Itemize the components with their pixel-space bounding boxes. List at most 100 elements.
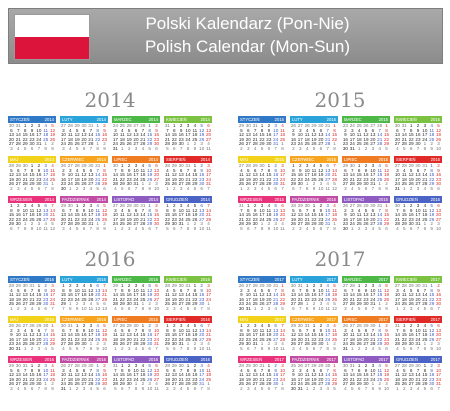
day-cell: 24 [280, 176, 286, 182]
month-calendar-2015-3: MARZEC 2015 23 24 25 26 27 28 1 2 3 4 5 6 7 8 9 10 11 12 13 1… [342, 116, 390, 152]
day-cell: 4 [207, 341, 210, 347]
month-day-grid: 26 27 28 29 30 31 1 2 3 4 5 6 7 8 9 10 11 12 13 14 15 16 17 18 1… [238, 283, 286, 312]
day-cell: 9 [37, 367, 41, 373]
day-cell: 31 [325, 123, 331, 128]
day-cell: 3 [148, 381, 151, 387]
day-cell: 19 [192, 332, 198, 338]
day-cell: 13 [318, 132, 324, 138]
day-cell: 2 [292, 145, 295, 151]
month-header: KWIECIEŃ 2015 [394, 116, 442, 123]
day-cell: 10 [133, 287, 139, 293]
month-name: KWIECIEŃ [396, 277, 417, 282]
day-cell: 12 [8, 372, 14, 378]
day-cell: 25 [95, 336, 101, 342]
day-cell: 2 [260, 305, 264, 311]
day-cell: 4 [166, 167, 169, 173]
day-cell: 4 [253, 287, 257, 293]
day-cell: 23 [273, 176, 279, 182]
day-cell: 16 [60, 176, 66, 182]
day-cell: 21 [259, 376, 265, 382]
day-cell: 30 [318, 341, 324, 347]
day-cell: 11 [67, 132, 73, 138]
day-cell: 15 [192, 172, 198, 178]
day-cell: 1 [10, 203, 13, 208]
poland-flag-icon [14, 14, 90, 60]
day-cell: 2 [364, 163, 368, 168]
day-cell: 8 [423, 145, 427, 151]
day-cell: 9 [364, 287, 368, 293]
day-cell: 4 [378, 363, 381, 368]
day-cell: 4 [141, 283, 145, 288]
day-cell: 9 [127, 167, 131, 173]
month-header: LISTOPAD 2014 [112, 196, 160, 203]
month-day-grid: 26 27 28 29 30 31 1 2 3 4 5 6 7 8 9 10 11 12 13 14 15 16 17 18 1… [60, 163, 108, 192]
day-cell: 4 [68, 145, 72, 151]
month-header: GRUDZIEŃ 2017 [394, 356, 442, 363]
day-cell: 23 [273, 376, 279, 382]
day-cell: 17 [415, 212, 421, 218]
day-cell: 6 [396, 127, 399, 133]
day-cell: 31 [36, 141, 42, 147]
day-cell: 31 [422, 163, 428, 168]
day-cell: 16 [8, 336, 14, 342]
day-cell: 26 [126, 221, 132, 227]
day-cell: 16 [408, 212, 414, 218]
day-cell: 8 [186, 225, 190, 231]
month-name: LUTY [292, 277, 303, 282]
day-cell: 14 [252, 132, 258, 138]
day-cell: 27 [60, 341, 66, 347]
day-cell: 7 [200, 305, 203, 311]
day-cell: 28 [88, 141, 94, 147]
day-cell: 5 [267, 323, 271, 328]
day-cell: 23 [43, 296, 49, 302]
day-cell: 27 [81, 381, 87, 387]
day-cell: 5 [172, 167, 176, 173]
day-cell: 30 [252, 363, 258, 368]
day-cell: 9 [51, 385, 54, 391]
day-cell: 11 [29, 207, 35, 213]
month-day-grid: 30 1 2 3 4 5 6 7 8 9 10 11 12 13 14 15 16 17 18 19 20 21 22 23 2… [112, 163, 160, 192]
day-cell: 21 [422, 176, 428, 182]
day-cell: 14 [15, 132, 21, 138]
day-cell: 29 [81, 163, 87, 168]
day-cell: 25 [192, 136, 198, 142]
day-cell: 31 [349, 145, 355, 151]
month-year: 2016 [200, 277, 210, 282]
day-cell: 14 [377, 132, 383, 138]
day-cell: 19 [273, 212, 279, 218]
day-cell: 27 [266, 301, 272, 307]
day-cell: 4 [312, 163, 316, 168]
day-cell: 15 [36, 292, 42, 298]
day-cell: 7 [30, 287, 34, 293]
day-cell: 2 [172, 203, 176, 208]
day-cell: 7 [89, 367, 93, 373]
day-cell: 29 [363, 203, 369, 208]
day-cell: 13 [60, 212, 66, 218]
day-cell: 28 [304, 221, 310, 227]
day-cell: 16 [363, 172, 369, 178]
day-cell: 3 [44, 363, 47, 368]
day-cell: 27 [133, 123, 139, 128]
day-cell: 18 [185, 332, 191, 338]
day-cell: 8 [378, 185, 381, 191]
day-cell: 3 [134, 145, 138, 151]
month-name: MARZEC [114, 277, 132, 282]
day-cell: 15 [384, 212, 390, 218]
day-cell: 4 [207, 141, 210, 147]
day-cell: 5 [402, 145, 406, 151]
day-cell: 1 [350, 345, 354, 351]
day-cell: 28 [422, 181, 428, 187]
day-cell: 13 [133, 212, 139, 218]
month-year: 2016 [96, 277, 106, 282]
month-year: 2016 [44, 277, 54, 282]
day-cell: 16 [311, 292, 317, 298]
month-day-grid: 1 2 3 4 5 6 7 8 9 10 11 12 13 14 15 16 17 18 19 20 21 22 23 24 2… [238, 323, 286, 352]
day-cell: 20 [342, 176, 348, 182]
day-cell: 6 [409, 345, 413, 351]
day-cell: 5 [385, 163, 388, 168]
day-cell: 2 [68, 283, 72, 288]
month-name: MAJ [240, 317, 249, 322]
day-cell: 7 [326, 127, 329, 133]
month-header: KWIECIEŃ 2016 [164, 276, 212, 283]
day-cell: 10 [318, 185, 324, 191]
